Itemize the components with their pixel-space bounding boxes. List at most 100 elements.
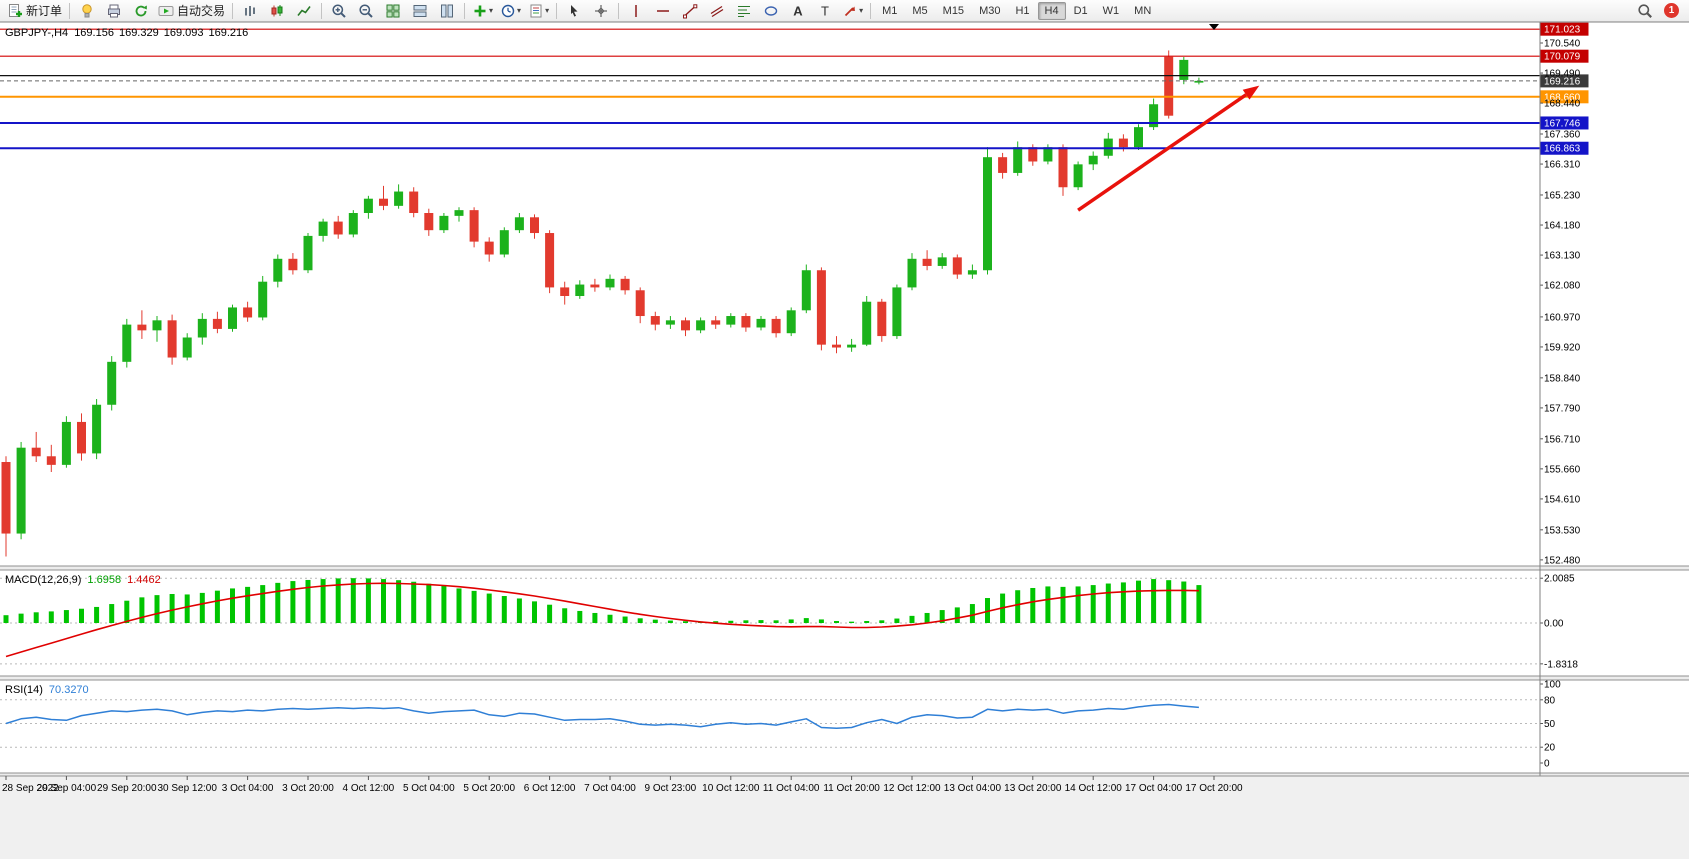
macd-bar (139, 597, 145, 623)
arrows-button[interactable]: ▾ (839, 0, 866, 22)
timeframe-mn-button[interactable]: MN (1134, 4, 1152, 17)
candle-bull (1179, 57, 1189, 85)
line-chart-button[interactable] (291, 0, 317, 22)
macd-bar (396, 580, 402, 623)
time-label: 6 Oct 12:00 (524, 783, 576, 794)
zoom-out-button[interactable] (353, 0, 379, 22)
templates-button[interactable]: ▾ (525, 0, 552, 22)
fibonacci-button[interactable] (731, 0, 757, 22)
zoom-in-button[interactable] (326, 0, 352, 22)
refresh-button[interactable] (128, 0, 154, 22)
print-button[interactable] (101, 0, 127, 22)
macd-bar (18, 613, 24, 623)
panel-splitter[interactable] (0, 773, 1689, 776)
macd-bar (985, 598, 990, 623)
macd-bar (63, 610, 69, 623)
horizontal-line-button[interactable] (650, 0, 676, 22)
timeframe-m30-button[interactable]: M30 (979, 4, 1001, 17)
text-button[interactable]: A (785, 0, 811, 22)
crosshair-icon (595, 4, 608, 17)
indicators-button[interactable]: ▾ (469, 0, 496, 22)
candle-body (1164, 56, 1174, 116)
support-line-orange[interactable]: 168.660 (0, 90, 1589, 104)
autotrading-button[interactable]: 自动交易 (155, 0, 228, 22)
notification-badge[interactable]: 1 (1664, 3, 1679, 18)
timeframe-h1-button[interactable]: H1 (1015, 4, 1030, 17)
macd-bar (818, 619, 824, 623)
macd-bar (924, 612, 930, 623)
time-axis-background (0, 776, 1689, 859)
hline-icon (657, 9, 670, 12)
panel-splitter[interactable] (0, 566, 1689, 570)
candlestick-chart-button[interactable] (264, 0, 290, 22)
macd-title: MACD(12,26,9) 1.6958 1.4462 (5, 574, 161, 586)
trend-arrow-annotation[interactable] (1077, 85, 1260, 212)
chart-shift-marker[interactable] (1209, 24, 1219, 30)
time-label: 28 Sep 2022 (2, 783, 59, 794)
candle-bull (92, 399, 102, 460)
vertical-line-button[interactable] (623, 0, 649, 22)
periods-button[interactable]: ▾ (497, 0, 524, 22)
price-scale-label: 159.920 (1544, 342, 1581, 353)
timeframe-m5-button[interactable]: M5 (912, 4, 928, 17)
candle-body (560, 287, 570, 297)
time-label: 13 Oct 20:00 (1004, 783, 1062, 794)
bar-chart-button[interactable] (237, 0, 263, 22)
price-scale-label: 160.970 (1544, 312, 1581, 323)
candle-bull (182, 333, 192, 361)
price-scale-label: 157.790 (1544, 403, 1581, 414)
candle-bear (560, 281, 570, 305)
candle-bull (726, 313, 736, 328)
resistance-line-1[interactable]: 171.023 (0, 22, 1589, 36)
time-label: 30 Sep 12:00 (157, 783, 217, 794)
channel-button[interactable] (704, 0, 730, 22)
candle-bull (454, 207, 464, 222)
experts-button[interactable] (74, 0, 100, 22)
macd-bar (214, 590, 220, 623)
chart-background (0, 22, 1689, 776)
timeframe-h4-button[interactable]: H4 (1037, 1, 1066, 20)
macd-bar (667, 620, 673, 623)
vline-icon (635, 4, 637, 17)
label-button[interactable]: T (812, 0, 838, 22)
candle-body (318, 221, 328, 236)
support-line-blue-1[interactable]: 167.746 (0, 116, 1589, 130)
search-button[interactable] (1632, 0, 1658, 22)
cursor-button[interactable] (561, 0, 587, 22)
trendline-button[interactable] (677, 0, 703, 22)
macd-bar (199, 592, 205, 623)
candle-body (862, 301, 872, 345)
time-label: 4 Oct 12:00 (343, 783, 395, 794)
support-line-blue-1-badge-label: 167.746 (1544, 118, 1581, 129)
time-label: 10 Oct 12:00 (702, 783, 760, 794)
price-scale[interactable]: 170.540 169.490 168.440 167.360 166.310 165.2… (1540, 39, 1581, 567)
timeframe-m15-button[interactable]: M15 (942, 4, 965, 17)
candle-bull (1134, 124, 1143, 151)
toolbar-separator (618, 2, 620, 19)
macd-bar (1015, 590, 1021, 623)
timeframe-m1-button[interactable]: M1 (882, 4, 898, 17)
cascade-windows-button[interactable] (407, 0, 433, 22)
price-scale-label: 169.490 (1544, 69, 1581, 80)
arrange-h-icon (441, 4, 454, 17)
candle-body (726, 316, 736, 325)
panel-splitter[interactable] (0, 676, 1689, 680)
crosshair-button[interactable] (588, 0, 614, 22)
shapes-button[interactable] (758, 0, 784, 22)
new-order-button[interactable]: 新订单 (4, 0, 65, 22)
candle-body (122, 324, 132, 362)
text-icon: A (793, 3, 803, 18)
tile-windows-button[interactable] (380, 0, 406, 22)
candle-body (228, 307, 237, 329)
candle-bull (514, 213, 524, 234)
current-price-line[interactable]: 169.216 (0, 74, 1589, 88)
macd-bar (290, 581, 296, 623)
tile-horizontal-button[interactable] (434, 0, 460, 22)
resistance-line-2[interactable]: 170.079 (0, 49, 1589, 63)
timeframe-d1-button[interactable]: D1 (1073, 4, 1088, 17)
support-line-blue-2[interactable]: 166.863 (0, 141, 1589, 155)
candle-bull (907, 253, 917, 291)
timeframe-w1-button[interactable]: W1 (1102, 4, 1120, 17)
macd-bar (260, 585, 266, 623)
